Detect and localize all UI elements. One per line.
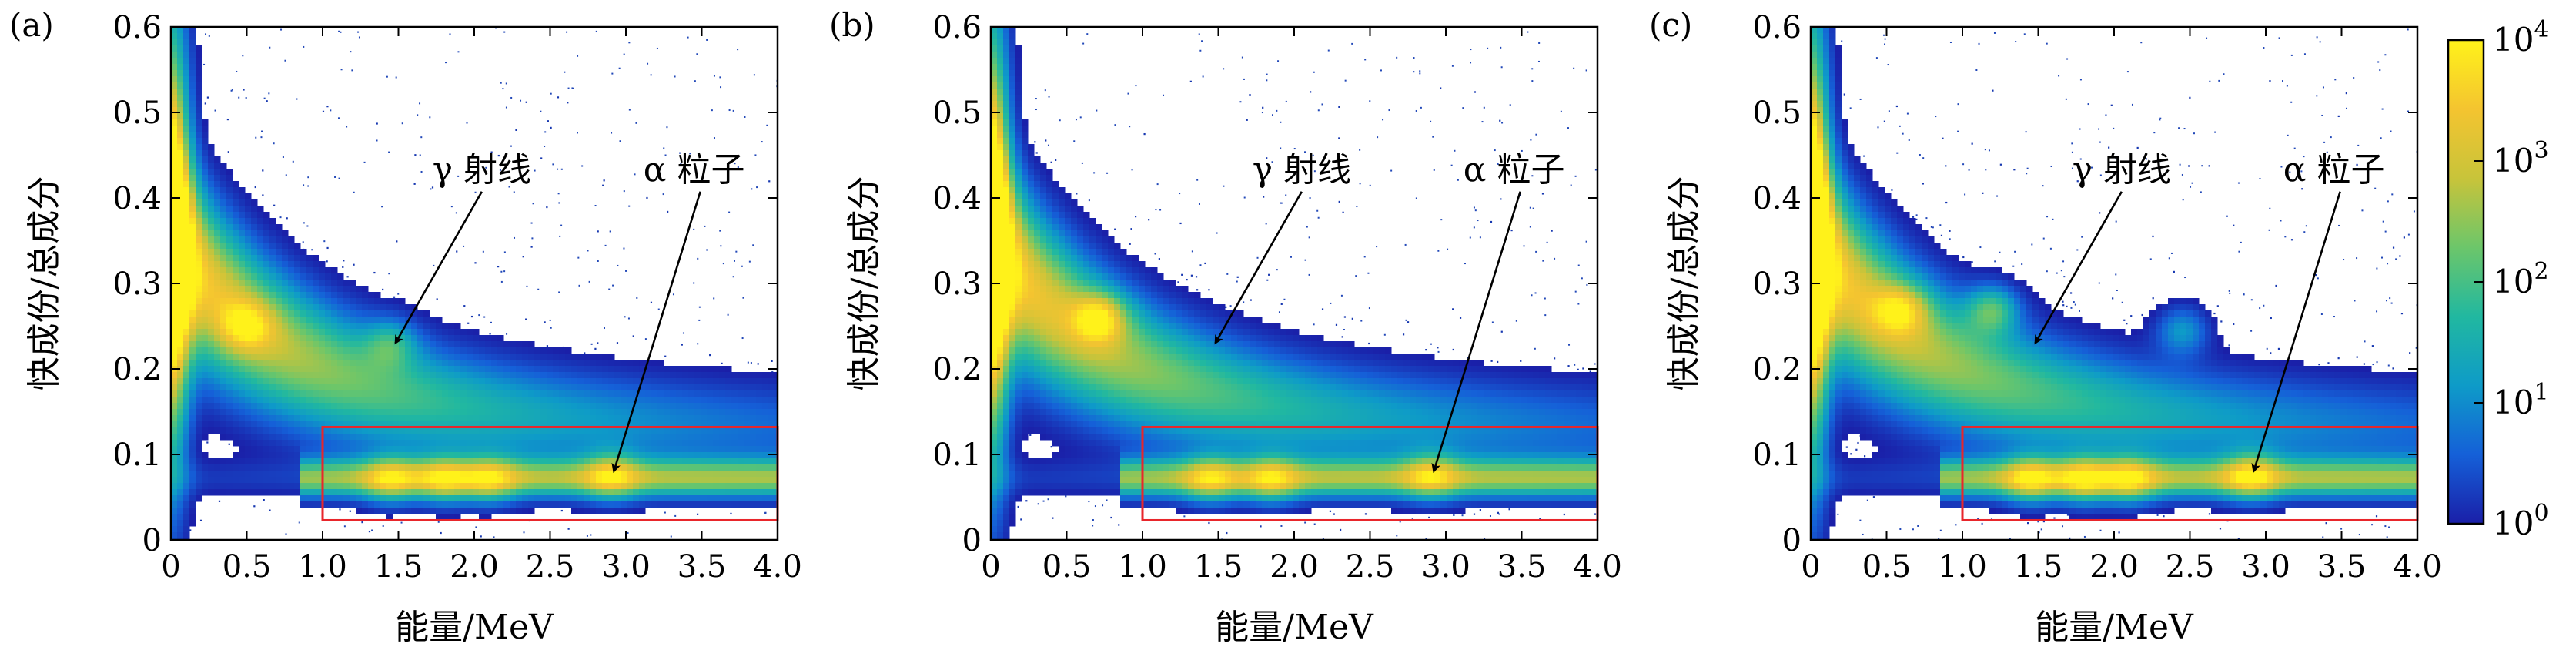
colorbar-tick-label: 102 xyxy=(2493,258,2549,300)
annotation-label: α 粒子 xyxy=(644,150,745,189)
x-tick-label: 2.5 xyxy=(526,549,575,585)
x-tick-label: 1.0 xyxy=(1118,549,1167,585)
x-tick-label: 0.5 xyxy=(1042,549,1092,585)
y-tick-label: 0.4 xyxy=(112,181,162,216)
y-tick-label: 0.2 xyxy=(112,352,162,387)
annotation-label: γ 射线 xyxy=(2073,150,2171,189)
annotation-label: α 粒子 xyxy=(2283,150,2385,189)
heatmap-density xyxy=(991,27,1597,540)
colorbar-tick-label: 104 xyxy=(2493,16,2549,59)
x-axis-label: 能量/MeV xyxy=(1215,608,1374,647)
y-tick-label: 0.3 xyxy=(932,266,982,302)
y-tick-label: 0.1 xyxy=(932,437,982,473)
y-tick-label: 0.5 xyxy=(112,96,162,131)
y-tick-label: 0.2 xyxy=(1752,352,1802,387)
annotation-label: γ 射线 xyxy=(1253,150,1351,189)
x-tick-label: 4.0 xyxy=(753,549,802,585)
y-tick-label: 0 xyxy=(1782,523,1802,558)
panel-b: 0 0.5 1.0 1.5 2.0 2.5 3.0 3.5 4.0 0 0.1 0.2 0.3 0.4 0.… xyxy=(829,6,1622,647)
annotation-label: α 粒子 xyxy=(1464,150,1565,189)
colorbar-tick-base: 10 xyxy=(2493,142,2534,179)
annotation-label: γ 射线 xyxy=(433,150,531,189)
x-tick-label: 3.0 xyxy=(601,549,651,585)
x-tick-label: 0.5 xyxy=(222,549,272,585)
x-tick-label: 3.5 xyxy=(677,549,727,585)
y-tick-label: 0.5 xyxy=(1752,96,1802,131)
heatmap-density xyxy=(1811,27,2417,540)
x-tick-label: 1.5 xyxy=(374,549,423,585)
x-tick-label: 0 xyxy=(161,549,180,585)
colorbar-tick-exponent: 0 xyxy=(2534,500,2548,527)
annotation-arrow xyxy=(394,191,483,345)
x-tick-label: 1.0 xyxy=(1938,549,1987,585)
y-tick-label: 0.4 xyxy=(1752,181,1802,216)
x-tick-label: 4.0 xyxy=(2393,549,2442,585)
y-tick-label: 0.3 xyxy=(112,266,162,302)
panel-a: 0 0.5 1.0 1.5 2.0 2.5 3.0 3.5 4.0 0 0.1 0.2 0.3 0.4 0.… xyxy=(9,6,802,647)
x-tick-label: 0 xyxy=(981,549,1000,585)
x-tick-label: 3.5 xyxy=(2317,549,2367,585)
x-tick-label: 2.0 xyxy=(1270,549,1319,585)
annotation-arrow xyxy=(1214,191,1303,345)
colorbar-tick-label: 103 xyxy=(2493,137,2549,179)
x-axis-label: 能量/MeV xyxy=(395,608,554,647)
y-tick-label: 0.4 xyxy=(932,181,982,216)
x-tick-label: 4.0 xyxy=(1573,549,1622,585)
panel-c: 0 0.5 1.0 1.5 2.0 2.5 3.0 3.5 4.0 0 0.1 0.2 0.3 0.4 0.… xyxy=(1649,6,2442,647)
y-tick-label: 0.5 xyxy=(932,96,982,131)
x-tick-label: 1.5 xyxy=(2014,549,2063,585)
colorbar-tick-label: 100 xyxy=(2493,500,2549,542)
y-tick-label: 0.3 xyxy=(1752,266,1802,302)
x-tick-label: 0.5 xyxy=(1862,549,1912,585)
x-tick-label: 2.5 xyxy=(2166,549,2215,585)
colorbar-tick-label: 101 xyxy=(2493,379,2549,421)
y-tick-label: 0.1 xyxy=(1752,437,1802,473)
x-tick-label: 3.0 xyxy=(1421,549,1470,585)
x-tick-label: 1.0 xyxy=(298,549,347,585)
annotation-arrow xyxy=(1431,191,1521,474)
colorbar-tick-base: 10 xyxy=(2493,504,2534,542)
annotation-arrow xyxy=(611,191,701,474)
colorbar-tick-base: 10 xyxy=(2493,384,2534,421)
x-tick-label: 1.5 xyxy=(1194,549,1243,585)
colorbar-tick-exponent: 3 xyxy=(2534,137,2548,164)
x-tick-label: 2.0 xyxy=(2089,549,2139,585)
y-tick-label: 0 xyxy=(962,523,982,558)
y-tick-label: 0.1 xyxy=(112,437,162,473)
x-tick-label: 3.5 xyxy=(1497,549,1547,585)
colorbar-tick-base: 10 xyxy=(2493,263,2534,300)
annotation-arrow xyxy=(2251,191,2341,474)
colorbar-tick-base: 10 xyxy=(2493,21,2534,59)
panel-label: (c) xyxy=(1649,6,1692,44)
colorbar-tick-exponent: 1 xyxy=(2534,379,2548,406)
panel-label: (a) xyxy=(9,6,54,44)
y-tick-label: 0.2 xyxy=(932,352,982,387)
y-axis-label: 快成份/总成分 xyxy=(1664,176,1704,391)
x-tick-label: 0 xyxy=(1801,549,1820,585)
x-tick-label: 2.0 xyxy=(450,549,499,585)
colorbar-tick-exponent: 4 xyxy=(2534,16,2548,43)
panel-label: (b) xyxy=(829,6,875,44)
y-tick-label: 0.6 xyxy=(932,10,982,45)
x-tick-label: 3.0 xyxy=(2241,549,2290,585)
y-tick-label: 0 xyxy=(142,523,162,558)
colorbar-tick-exponent: 2 xyxy=(2534,258,2548,285)
y-tick-label: 0.6 xyxy=(1752,10,1802,45)
x-tick-label: 2.5 xyxy=(1346,549,1395,585)
annotation-arrow xyxy=(2034,191,2123,345)
panels: 0 0.5 1.0 1.5 2.0 2.5 3.0 3.5 4.0 0 0.1 0.2 0.3 0.4 0.… xyxy=(9,6,2442,647)
y-tick-label: 0.6 xyxy=(112,10,162,45)
y-axis-label: 快成份/总成分 xyxy=(845,176,884,391)
x-axis-label: 能量/MeV xyxy=(2035,608,2194,647)
y-axis-label: 快成份/总成分 xyxy=(25,176,64,391)
